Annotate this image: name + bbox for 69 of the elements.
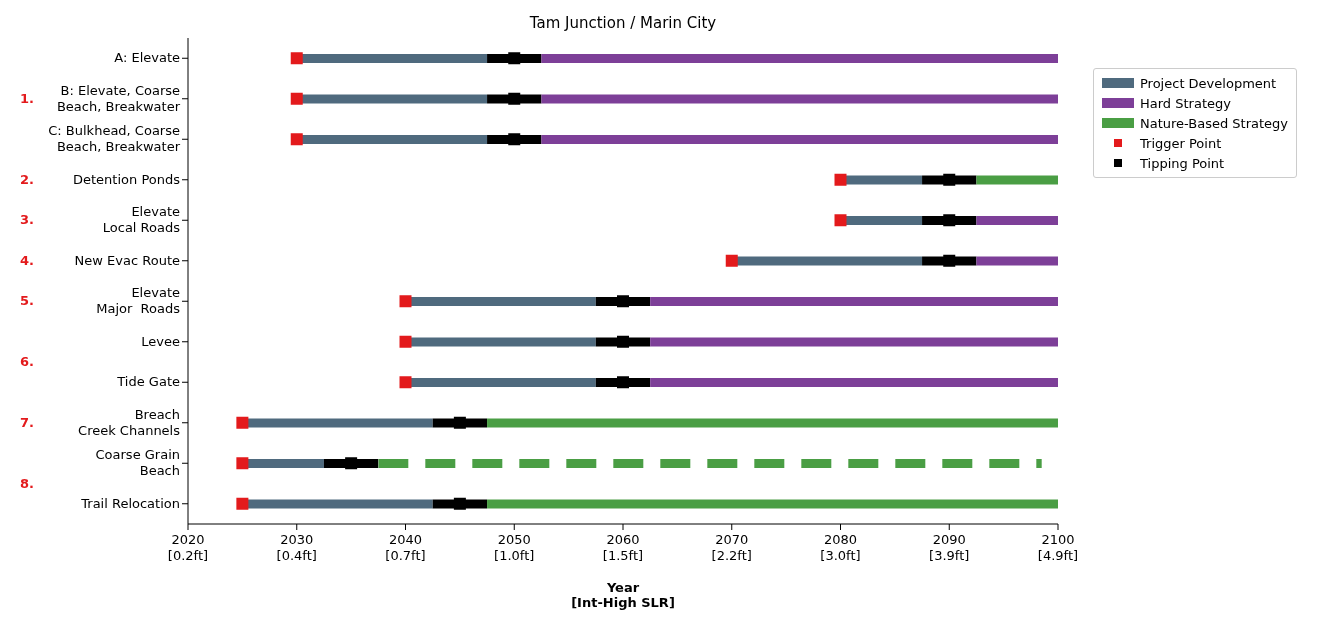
bar — [541, 94, 1058, 104]
y-tick-label: Detention Ponds — [73, 171, 181, 187]
y-tick-label: Levee — [141, 333, 180, 349]
y-tick-label: Tide Gate — [116, 374, 180, 390]
text: 6. — [20, 354, 34, 370]
x-tick-label: 2070 — [715, 532, 749, 547]
x-axis-title: Year [Int-High SLR] — [570, 580, 676, 610]
y-tick-label: New Evac Route — [74, 252, 180, 268]
text: [2.2ft] — [711, 548, 752, 563]
y-tick-label: Elevate Major Roads — [96, 285, 181, 317]
bar — [378, 459, 1042, 468]
y-tick-label: A: Elevate — [114, 50, 180, 66]
bar — [976, 256, 1058, 266]
x-tick-label: 2030 — [280, 532, 314, 547]
y-tick-label: Elevate Local Roads — [102, 204, 181, 236]
text: 5. — [20, 293, 34, 310]
text: [1.0ft] — [494, 548, 535, 563]
y-tick-label: C: Bulkhead, Coarse Beach, Breakwater — [48, 123, 181, 155]
point — [290, 92, 303, 105]
point — [236, 457, 249, 470]
bar — [976, 216, 1058, 225]
bar — [487, 499, 1058, 509]
bar — [541, 54, 1058, 63]
point — [399, 335, 412, 348]
point — [834, 214, 847, 227]
point — [399, 376, 412, 389]
x-tick-label: 2100 — [1041, 532, 1075, 547]
text: [4.9ft] — [1037, 548, 1079, 563]
x-tick-label: 2040 — [388, 532, 423, 547]
text: 3. — [20, 212, 34, 229]
text: 8. — [20, 475, 34, 492]
point — [290, 133, 303, 146]
bar — [650, 297, 1058, 306]
point — [236, 416, 249, 429]
y-tick-label: Breach Creek Channels — [78, 406, 181, 438]
text: [0.7ft] — [385, 548, 426, 563]
point — [834, 173, 847, 186]
text: 1. — [20, 90, 34, 107]
point — [725, 254, 738, 267]
text: [3.0ft] — [820, 548, 861, 563]
bar — [487, 418, 1058, 428]
text: [0.4ft] — [276, 548, 317, 563]
y-tick-label: B: Elevate, Coarse Beach, Breakwater — [56, 82, 181, 114]
bar — [976, 175, 1058, 185]
bar — [650, 378, 1058, 387]
legend-label: Nature-Based Strategy — [1140, 115, 1289, 131]
bar — [541, 135, 1058, 144]
text: [3.9ft] — [929, 548, 970, 563]
y-tick-label: Coarse Grain Beach — [95, 447, 180, 479]
x-tick-label: 2020 — [171, 532, 205, 547]
y-tick-label: Trail Relocation — [80, 495, 180, 511]
point — [236, 497, 249, 510]
text: 2. — [20, 171, 34, 188]
text: [0.2ft] — [167, 548, 209, 563]
point — [290, 52, 303, 65]
bar — [650, 337, 1058, 347]
text: 7. — [20, 414, 34, 431]
text: 4. — [20, 252, 34, 269]
x-tick-label: 2060 — [606, 532, 640, 547]
text: [1.5ft] — [602, 548, 644, 563]
legend-label: Tipping Point — [1140, 155, 1225, 171]
x-tick-label: 2080 — [823, 532, 858, 547]
legend-label: Hard Strategy — [1140, 95, 1231, 111]
point — [399, 295, 412, 308]
x-tick-label: 2050 — [497, 532, 531, 547]
legend-label: Project Development — [1140, 75, 1277, 91]
x-tick-label: 2090 — [932, 532, 966, 547]
legend-label: Trigger Point — [1140, 135, 1222, 151]
chart-title: Tam Junction / Marin City — [528, 14, 718, 32]
